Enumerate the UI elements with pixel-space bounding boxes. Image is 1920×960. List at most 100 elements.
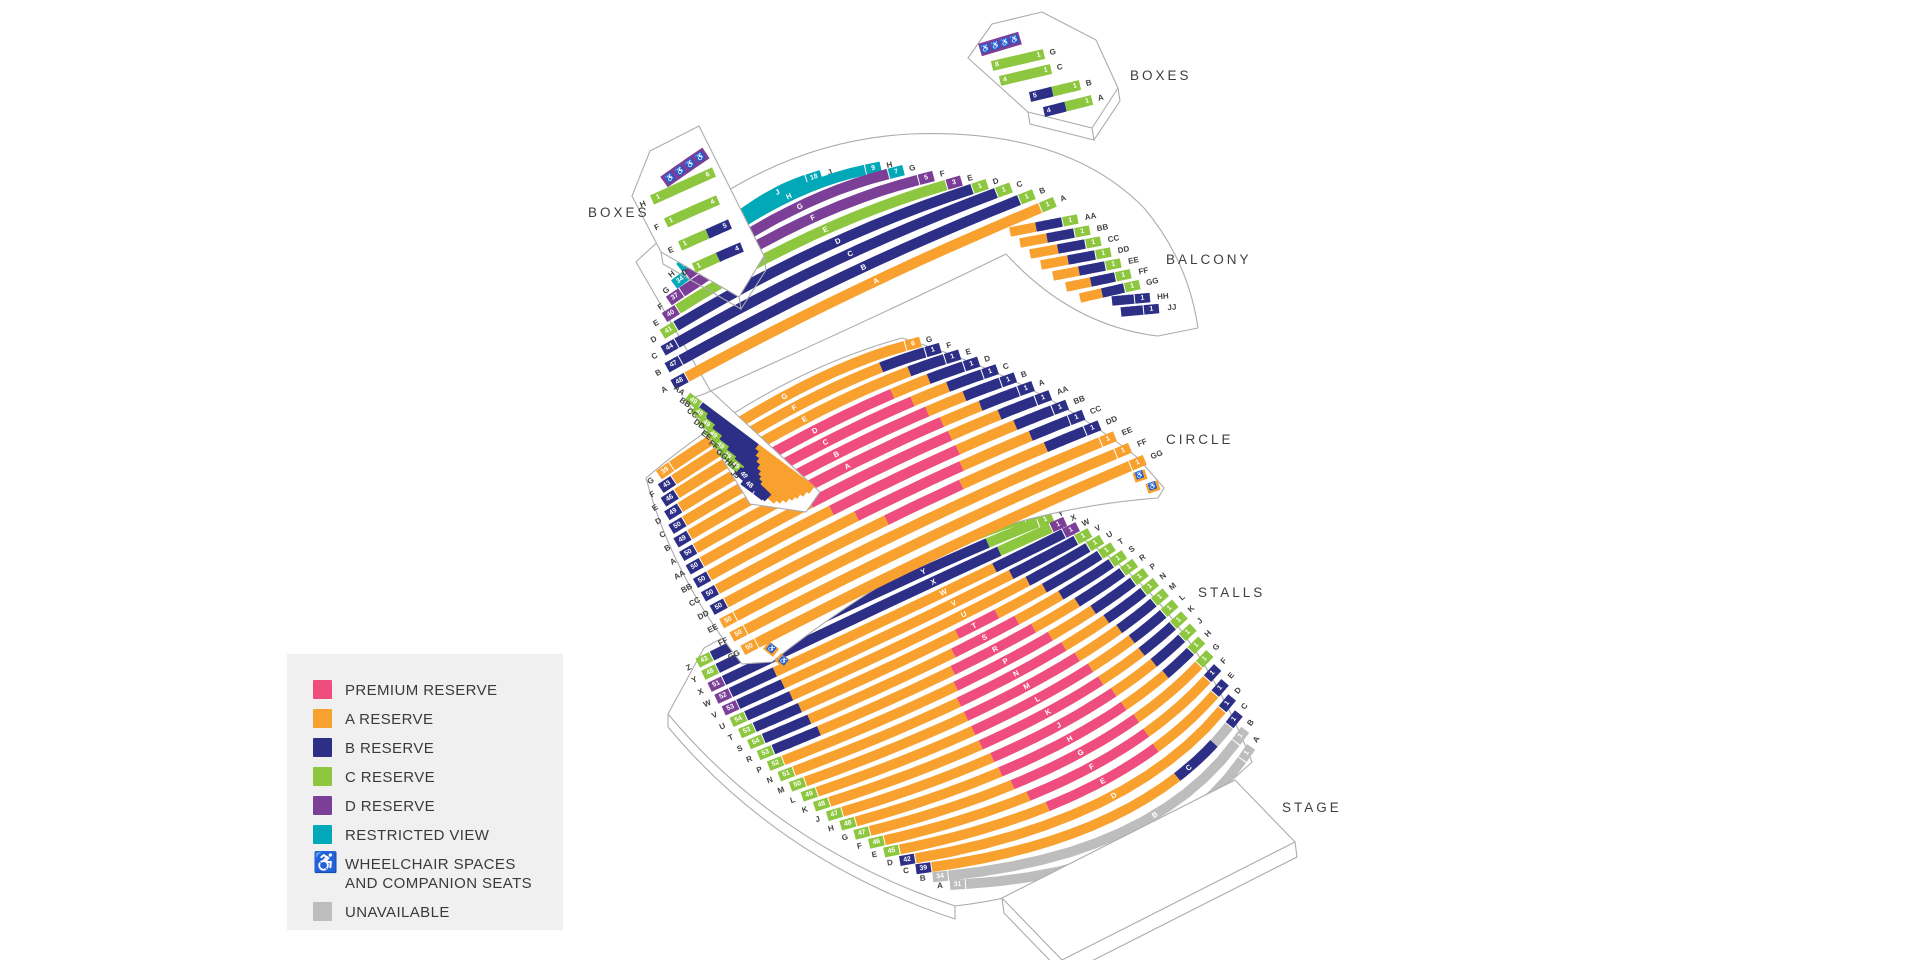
- svg-text:E: E: [964, 346, 972, 356]
- svg-text:E: E: [651, 317, 661, 328]
- svg-text:J: J: [774, 187, 782, 197]
- svg-text:C: C: [846, 248, 855, 259]
- svg-text:P: P: [755, 764, 764, 775]
- section-stalls: 43Z1ZZ48Y1YY51X1XX52W1WW53V1VV54U1UU53T1…: [685, 505, 1262, 890]
- balcony-row-C-left-block: [660, 338, 679, 356]
- svg-text:S: S: [980, 632, 989, 642]
- stalls-platform-edge: [667, 714, 956, 920]
- balcony-right-wing-row-CC[interactable]: 1 CC: [1029, 233, 1120, 259]
- boxes-right-row-G[interactable]: 8G1: [990, 47, 1057, 71]
- svg-text:1: 1: [1149, 306, 1154, 313]
- balcony-right-wing-row-BB[interactable]: 1 BB: [1019, 222, 1109, 248]
- stalls-row-K-right-block: [1170, 611, 1188, 629]
- svg-text:E: E: [650, 502, 660, 513]
- svg-text:JJ: JJ: [729, 468, 742, 481]
- balcony-section: 18JJ33H9HH34G7GG37F5FF40E3EE41D1DD44C1CC…: [635, 133, 1199, 513]
- circle-wheelchair-space-3[interactable]: ♿: [1132, 469, 1148, 483]
- circle-row-F[interactable]: 43 F 1 F F: [648, 340, 953, 499]
- balcony-row-J-right-block: [805, 170, 823, 185]
- svg-text:48: 48: [705, 667, 715, 677]
- svg-text:V: V: [710, 710, 719, 721]
- svg-text:49: 49: [739, 470, 749, 480]
- svg-text:39: 39: [660, 466, 670, 476]
- svg-text:♿: ♿: [663, 171, 676, 184]
- svg-text:50: 50: [690, 561, 700, 571]
- boxes-right-row-B[interactable]: 5B1: [1028, 78, 1093, 102]
- boxes-left-row-E[interactable]: E15: [667, 219, 732, 255]
- balcony-row-J[interactable]: 18 J J: [737, 167, 833, 220]
- balcony-right-wing-row-HH[interactable]: 1 HH: [1111, 291, 1169, 306]
- boxes-left-row-F[interactable]: F14: [653, 195, 720, 232]
- legend-label-wheelchair: WHEELCHAIR SPACES AND COMPANION SEATS: [345, 856, 533, 892]
- balcony-right-wing-row-DD[interactable]: 1 DD: [1040, 244, 1130, 270]
- svg-text:50: 50: [723, 615, 733, 625]
- circle-row-C-left-block: [668, 517, 687, 534]
- boxes-right-row-A[interactable]: 4 A1: [1042, 93, 1105, 117]
- svg-text:1: 1: [696, 262, 703, 270]
- circle-row-FF[interactable]: 50 FF 1 FF: [717, 437, 1149, 648]
- boxes-right-row-C[interactable]: 4 C1: [998, 62, 1064, 86]
- svg-text:J: J: [826, 167, 833, 177]
- balcony-right-wing-row-FF[interactable]: 1 FF: [1065, 266, 1149, 292]
- circle-row-AA-left-block: [685, 557, 704, 575]
- balcony-right-wing-row-EE[interactable]: 1 EE: [1052, 255, 1140, 281]
- stalls-row-B-right-block: [1232, 726, 1250, 745]
- svg-text:H: H: [638, 199, 647, 210]
- stalls-row-M-left-block: [788, 777, 807, 792]
- svg-text:1: 1: [1243, 749, 1251, 756]
- svg-text:T: T: [1116, 536, 1125, 546]
- svg-text:54: 54: [734, 715, 744, 725]
- legend-item-a-reserve: A RESERVE: [313, 709, 553, 729]
- balcony-right-wing-row-FF-right-block: [1115, 269, 1132, 282]
- boxes-left-platform-edge: [660, 251, 767, 311]
- circle-wheelchair-space-4[interactable]: ♿: [1145, 480, 1161, 494]
- svg-text:D: D: [886, 858, 893, 868]
- svg-text:H: H: [827, 823, 835, 833]
- balcony-right-wing-row-JJ[interactable]: 1 JJ: [1120, 302, 1177, 317]
- svg-text:43: 43: [699, 655, 709, 665]
- svg-text:R: R: [1138, 552, 1148, 563]
- circle-row-G-left-block: [655, 462, 675, 480]
- boxes-left-row-H[interactable]: H1 6: [638, 167, 717, 210]
- svg-text:1: 1: [1201, 655, 1209, 663]
- balcony-right-wing-row-AA[interactable]: 1 AA: [1009, 211, 1097, 237]
- svg-text:1: 1: [1005, 376, 1011, 384]
- svg-text:B: B: [654, 367, 664, 378]
- balcony-right-wing-row-GG[interactable]: 1 GG: [1078, 276, 1159, 303]
- boxes-right-wheelchair-bar: ♿♿♿♿: [978, 31, 1022, 57]
- balcony-row-B-left-block: [664, 355, 683, 373]
- svg-text:D: D: [992, 176, 1000, 186]
- boxes-left-row-D[interactable]: D14: [680, 242, 744, 277]
- svg-text:1: 1: [1136, 573, 1143, 581]
